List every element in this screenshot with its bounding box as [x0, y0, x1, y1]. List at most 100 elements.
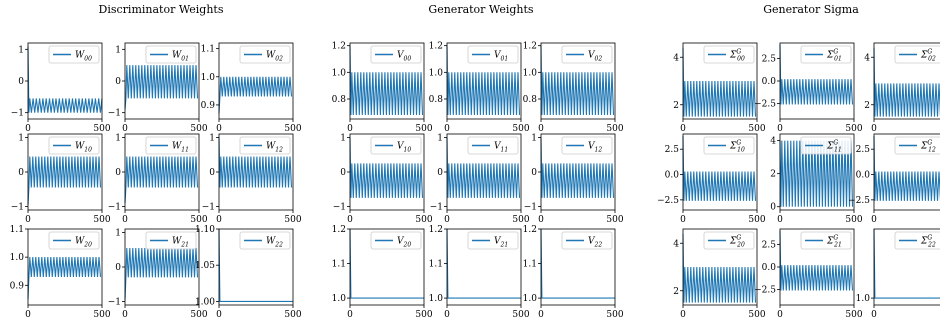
y-tick-label: 1 [115, 45, 121, 55]
group-title: Generator Sigma [763, 3, 859, 16]
legend-symbol: Σ [729, 51, 737, 61]
legend-box [370, 136, 422, 155]
y-tick-label: 1.1 [332, 260, 346, 270]
legend-subscript: 11 [501, 147, 509, 154]
y-tick-label: 1.2 [429, 42, 443, 52]
y-tick-label: 1.05 [195, 261, 215, 271]
x-tick-label: 500 [512, 215, 529, 225]
y-tick-label: 0 [437, 168, 443, 178]
legend-subscript: 12 [275, 147, 283, 154]
x-tick-label: 0 [216, 215, 222, 225]
legend-label: W12 [266, 142, 283, 154]
y-tick-label: 0.0 [762, 263, 777, 273]
legend-box [145, 231, 197, 250]
subplot-ΣG00: 4 2 0 500 ΣG 00 [673, 42, 766, 134]
x-tick-label: 500 [748, 215, 765, 225]
axes-frame [349, 42, 425, 120]
legend-box [239, 136, 291, 155]
y-tick-label: −1 [202, 203, 215, 213]
series-line-V01 [446, 45, 521, 116]
y-tick-label: 0.8 [429, 95, 444, 105]
y-tick-label: 2 [864, 101, 870, 111]
y-tick-label: 1.0 [523, 294, 538, 304]
axes-frame [218, 42, 294, 120]
legend-label: W10 [75, 142, 92, 154]
x-tick-label: 500 [606, 310, 623, 320]
legend-subscript: 01 [834, 56, 842, 63]
y-tick-label: 4 [770, 137, 776, 147]
y-tick-label: 2.5 [665, 145, 680, 155]
axes-frame [540, 42, 616, 120]
subplot-V00: 1.2 1.0 0.8 0 500 V00 [332, 42, 433, 134]
legend-superscript: G [833, 235, 838, 242]
legend-subscript: 22 [274, 242, 283, 249]
subplot-V21: 1.2 1.1 1.00 500 V21 [429, 225, 530, 320]
y-tick-label: 1.0 [332, 68, 347, 78]
y-tick-label: 1 [437, 133, 443, 143]
x-tick-label: 0 [347, 124, 353, 134]
legend-symbol: W [266, 51, 276, 61]
y-tick-label: −1 [108, 298, 121, 308]
y-tick-label: 0.0 [856, 171, 871, 181]
series-line-W12 [218, 137, 293, 188]
y-tick-label: 1.0 [429, 294, 444, 304]
legend-box [800, 136, 852, 155]
legend-subscript: 12 [595, 147, 603, 154]
series-line-W00 [27, 46, 103, 113]
series-line-ΣG12 [873, 135, 940, 201]
legend-superscript: G [736, 140, 741, 147]
legend-subscript: 02 [928, 56, 936, 63]
legend-symbol: W [172, 142, 182, 152]
y-tick-label: 0 [340, 168, 346, 178]
legend-label: W01 [172, 51, 189, 63]
series-line-ΣG02 [873, 47, 940, 117]
y-tick-label: −1 [333, 203, 346, 213]
legend-label: W00 [75, 51, 92, 63]
legend-label: ΣG 21 [826, 235, 842, 249]
axes-frame [682, 133, 758, 211]
y-tick-label: 2 [770, 170, 776, 180]
y-tick-label: 1 [531, 133, 537, 143]
x-tick-label: 0 [538, 310, 544, 320]
legend-symbol: V [494, 51, 502, 61]
legend-superscript: G [833, 140, 838, 147]
series-line-V02 [540, 45, 615, 116]
legend-symbol: Σ [920, 51, 928, 61]
legend-subscript: 20 [736, 242, 745, 249]
x-tick-label: 0 [777, 215, 783, 225]
y-tick-label: 2.5 [762, 240, 777, 250]
x-tick-label: 0 [122, 310, 128, 320]
x-tick-label: 500 [190, 215, 207, 225]
x-tick-label: 500 [415, 310, 432, 320]
x-tick-label: 0 [444, 124, 450, 134]
x-tick-label: 0 [538, 124, 544, 134]
x-tick-label: 500 [845, 124, 862, 134]
axes-frame [779, 133, 855, 211]
legend-label: W11 [172, 142, 189, 154]
group-title: Generator Weights [428, 3, 533, 16]
x-tick-label: 0 [538, 215, 544, 225]
y-tick-label: −2.5 [848, 196, 870, 206]
legend-symbol: V [588, 237, 596, 247]
group-title: Discriminator Weights [99, 3, 224, 16]
legend-box [239, 45, 291, 64]
legend-subscript: 00 [84, 56, 92, 63]
y-tick-label: −2.5 [754, 286, 776, 296]
legend-subscript: 20 [403, 242, 412, 249]
y-tick-label: −1 [108, 203, 121, 213]
y-tick-label: 1.10 [195, 225, 215, 235]
x-tick-label: 500 [284, 124, 301, 134]
subplot-ΣG21: 2.5 0.0 −2.5 0 500 ΣG 21 [754, 228, 863, 320]
legend-box [800, 231, 852, 250]
subplot-W20: 1.1 1.0 0.9 0 500 W20 [10, 225, 111, 320]
x-tick-label: 0 [444, 215, 450, 225]
y-tick-label: 1.1 [523, 260, 537, 270]
y-tick-label: 0.9 [10, 281, 25, 291]
x-tick-label: 0 [871, 124, 877, 134]
